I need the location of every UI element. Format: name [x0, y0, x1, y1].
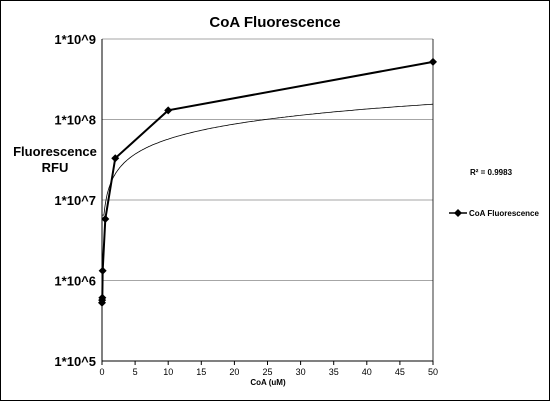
legend: CoA Fluorescence: [449, 209, 539, 218]
x-tick-label: 10: [163, 367, 173, 377]
x-tick-label: 50: [428, 367, 438, 377]
x-tick-label: 5: [133, 367, 138, 377]
x-axis-label: CoA (uM): [250, 378, 286, 387]
series-line: [101, 60, 434, 303]
trendline-path: [102, 103, 434, 216]
y-tick-label: 1*10^5: [54, 354, 96, 369]
data-point: [111, 154, 120, 163]
axes: [101, 39, 434, 365]
data-series: [98, 57, 437, 307]
trendline: [102, 103, 434, 216]
gridlines: [102, 38, 433, 281]
x-tick-label: 30: [296, 367, 306, 377]
x-tick-label: 0: [99, 367, 104, 377]
y-tick-label: 1*10^6: [54, 274, 96, 289]
legend-marker: [454, 209, 462, 217]
y-tick-label: 1*10^8: [54, 113, 96, 128]
r-squared-label: R² = 0.9983: [470, 168, 513, 177]
data-point: [164, 106, 173, 115]
x-tick-label: 25: [262, 367, 272, 377]
x-tick-label: 35: [329, 367, 339, 377]
data-point: [98, 293, 107, 302]
x-tick-label: 45: [395, 367, 405, 377]
y-tick-label: 1*10^9: [54, 32, 96, 47]
y-axis-label-line2: RFU: [42, 160, 69, 175]
y-tick-label: 1*10^7: [54, 193, 96, 208]
y-axis-label-line1: Fluorescence: [13, 144, 97, 159]
x-tick-label: 15: [196, 367, 206, 377]
y-tick-labels: 1*10^5 1*10^6 1*10^7 1*10^8 1*10^9: [54, 32, 96, 369]
chart-title: CoA Fluorescence: [209, 14, 340, 31]
legend-label: CoA Fluorescence: [469, 209, 539, 218]
x-tick-label: 20: [229, 367, 239, 377]
data-point: [101, 215, 110, 224]
x-tick-label: 40: [362, 367, 372, 377]
x-tick-labels: 0 5 10 15 20 25 30 35 40 45 50: [99, 367, 438, 377]
data-point: [98, 266, 107, 275]
data-point: [429, 57, 437, 66]
